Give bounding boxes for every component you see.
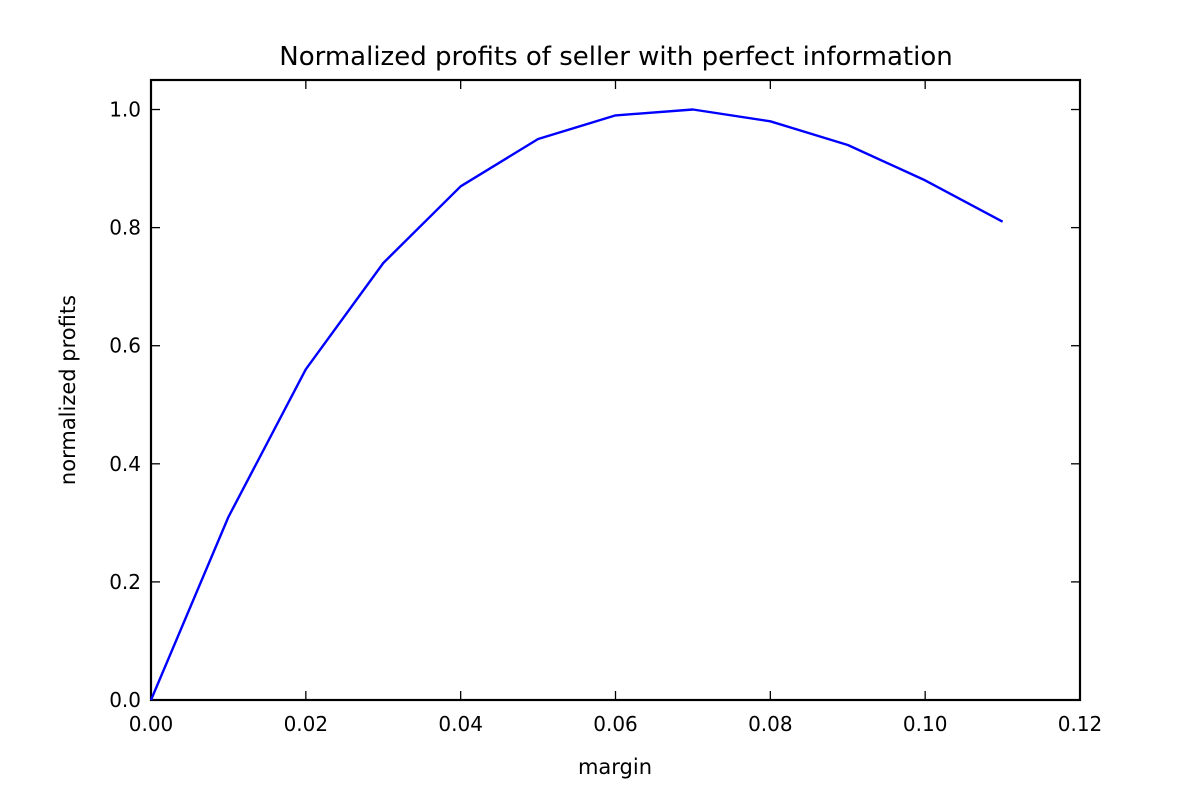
x-axis-label: margin (578, 755, 652, 779)
x-tick-label: 0.12 (1058, 712, 1103, 736)
x-tick-label: 0.10 (903, 712, 948, 736)
y-tick-label: 0.6 (109, 334, 141, 358)
x-tick-label: 0.04 (438, 712, 483, 736)
y-tick-label: 1.0 (109, 98, 141, 122)
axes-frame (149, 78, 1082, 702)
y-tick-label: 0.2 (109, 570, 141, 594)
y-tick-label: 0.8 (109, 216, 141, 240)
series-layer (149, 108, 1004, 701)
x-tick-label: 0.02 (284, 712, 329, 736)
x-axis-ticks: 0.00 0.02 0.04 0.06 0.08 0.10 0.12 (129, 80, 1103, 736)
plot-area: 0.00 0.02 0.04 0.06 0.08 0.10 0.12 0.00.20.40.… (109, 78, 1103, 736)
y-tick-label: 0.0 (109, 688, 141, 712)
chart-title: Normalized profits of seller with perfec… (279, 42, 952, 72)
x-tick-label: 0.08 (748, 712, 793, 736)
y-axis-ticks: 0.0 0.2 0.4 0.6 0.8 1.0 (109, 98, 1080, 712)
series-line-0 (149, 108, 1004, 701)
x-tick-label: 0.00 (129, 712, 174, 736)
x-tick-label: 0.06 (593, 712, 638, 736)
y-tick-label: 0.4 (109, 452, 141, 476)
y-axis-label: normalized profits (56, 295, 80, 485)
